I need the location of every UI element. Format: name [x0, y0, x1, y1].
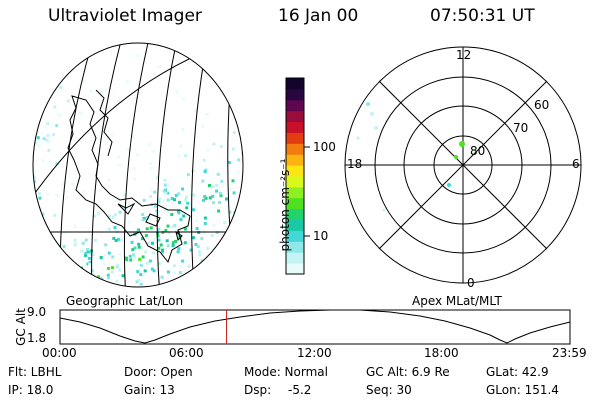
colorbar-tick-100: 100	[313, 140, 336, 154]
time-label: 07:50:31 UT	[430, 6, 535, 26]
door-info: Door: Open	[124, 365, 193, 379]
timeline-ylabel: GC Alt	[14, 308, 28, 346]
coastline-east	[95, 89, 113, 157]
meridians	[59, 43, 235, 287]
coastline-islands	[117, 202, 183, 241]
seq-info: Seq: 30	[366, 383, 412, 397]
polar-caption: Apex MLat/MLT	[412, 294, 502, 308]
polar-ring-60: 60	[534, 98, 550, 112]
colorbar-swatch	[286, 154, 304, 166]
polar-hour-18: 18	[347, 157, 363, 171]
glat-info: GLat: 42.9	[486, 365, 549, 379]
altitude-timeline	[59, 309, 571, 345]
colorbar-swatch	[286, 176, 304, 188]
colorbar-swatch	[286, 143, 304, 155]
colorbar-swatch	[286, 230, 304, 242]
timeline-ytick-min: 1.8	[27, 331, 47, 345]
timeline-xtick-1800: 18:00	[424, 346, 459, 360]
timeline-xtick-2359: 23:59	[552, 346, 587, 360]
ip-info: IP: 18.0	[8, 383, 54, 397]
colorbar-swatch	[286, 208, 304, 221]
colorbar-label: photon cm⁻²s⁻¹	[278, 158, 292, 252]
polar-hour-6: 6	[572, 157, 580, 171]
gain-info: Gain: 13	[124, 383, 175, 397]
auroral-emission-speckle	[33, 43, 243, 287]
colorbar-ticks	[304, 146, 310, 237]
map-caption: Geographic Lat/Lon	[66, 294, 184, 308]
geographic-map	[32, 42, 244, 288]
colorbar	[285, 77, 305, 275]
timeline-ytick-max: 9.0	[27, 305, 47, 319]
colorbar-swatch	[286, 263, 304, 275]
colorbar-swatch	[286, 78, 304, 90]
polar-emission-spots	[356, 102, 465, 212]
colorbar-swatch	[286, 121, 304, 133]
polar-ring-70: 70	[513, 121, 529, 135]
colorbar-border	[285, 77, 305, 275]
polar-hour-0: 0	[467, 276, 475, 290]
glon-info: GLon: 151.4	[486, 383, 559, 397]
colorbar-swatch	[286, 197, 304, 210]
colorbar-swatch	[286, 165, 304, 177]
colorbar-tick-10: 10	[313, 229, 329, 243]
colorbar-swatch	[286, 99, 304, 112]
timeline-xtick-0000: 00:00	[42, 346, 77, 360]
polar-hour-12: 12	[456, 48, 472, 62]
instrument-title: Ultraviolet Imager	[48, 6, 202, 26]
timeline-xtick-1200: 12:00	[297, 346, 332, 360]
colorbar-swatch	[286, 219, 304, 231]
dsp-label: Dsp:	[244, 383, 272, 397]
polar-plot	[344, 46, 582, 284]
date-label: 16 Jan 00	[278, 6, 359, 26]
colorbar-swatch	[286, 110, 304, 123]
dsp-value: -5.2	[288, 383, 312, 397]
filter-info: Flt: LBHL	[8, 365, 62, 379]
timeline-xtick-0600: 06:00	[169, 346, 204, 360]
gc-alt-info: GC Alt: 6.9 Re	[366, 365, 450, 379]
mode-info: Mode: Normal	[244, 365, 328, 379]
coastline	[67, 95, 191, 264]
colorbar-swatch	[286, 132, 304, 144]
colorbar-swatch	[286, 88, 304, 101]
polar-ring-80: 80	[470, 144, 486, 158]
colorbar-swatch	[286, 186, 304, 199]
colorbar-swatch	[286, 241, 304, 253]
colorbar-swatch	[286, 252, 304, 264]
